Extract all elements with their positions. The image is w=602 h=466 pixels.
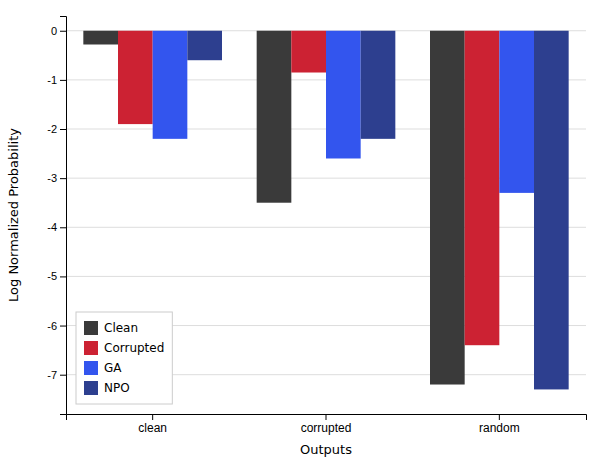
bar bbox=[153, 31, 188, 139]
y-axis: 0 -1 -2 -3 -4 -5 -6 -7 bbox=[47, 17, 66, 415]
tick-mark bbox=[60, 178, 66, 179]
legend-item: GA bbox=[84, 361, 122, 375]
legend-label: NPO bbox=[104, 381, 130, 395]
legend: Clean Corrupted GA NPO bbox=[76, 312, 172, 404]
bar-series bbox=[187, 31, 568, 390]
bar bbox=[291, 31, 326, 73]
tick-label: random bbox=[479, 421, 520, 435]
tick: -4 bbox=[47, 221, 66, 233]
legend-box bbox=[76, 312, 172, 404]
tick-label: corrupted bbox=[301, 421, 352, 435]
legend-item: Clean bbox=[84, 321, 138, 335]
legend-swatch bbox=[84, 321, 98, 335]
tick: random bbox=[479, 414, 520, 435]
tick-mark bbox=[60, 31, 66, 32]
legend-item: Corrupted bbox=[84, 341, 164, 355]
tick-mark bbox=[60, 129, 66, 130]
tick: -6 bbox=[47, 320, 66, 332]
tick-label: -1 bbox=[47, 74, 57, 86]
plot: 0 -1 -2 -3 -4 -5 -6 -7 clean corrupted random Clean… bbox=[47, 17, 586, 435]
legend-swatch bbox=[84, 361, 98, 375]
bar-series bbox=[153, 31, 534, 193]
x-axis-title: Outputs bbox=[300, 442, 352, 457]
legend-swatch bbox=[84, 341, 98, 355]
tick-label: clean bbox=[138, 421, 167, 435]
bar bbox=[430, 31, 465, 385]
grid-line bbox=[66, 227, 586, 228]
tick-mark bbox=[60, 227, 66, 228]
tick-label: -4 bbox=[47, 221, 57, 233]
bar-series bbox=[118, 31, 499, 345]
tick-mark bbox=[326, 414, 327, 420]
axis-line bbox=[67, 415, 587, 421]
tick-label: -6 bbox=[47, 320, 57, 332]
bar bbox=[534, 31, 569, 390]
tick-label: -2 bbox=[47, 123, 57, 135]
bar bbox=[257, 31, 292, 203]
legend-swatch bbox=[84, 381, 98, 395]
grid-line bbox=[66, 276, 586, 277]
y-axis-title: Log Normalized Probability bbox=[6, 128, 21, 302]
tick: -3 bbox=[47, 172, 66, 184]
tick-mark bbox=[60, 326, 66, 327]
legend-item: NPO bbox=[84, 381, 130, 395]
bar bbox=[326, 31, 361, 159]
tick: -2 bbox=[47, 123, 66, 135]
tick-mark bbox=[60, 276, 66, 277]
bar bbox=[361, 31, 396, 139]
tick-mark bbox=[60, 375, 66, 376]
tick-label: 0 bbox=[51, 25, 57, 37]
tick: clean bbox=[138, 414, 167, 435]
legend-label: Clean bbox=[104, 321, 138, 335]
tick: -1 bbox=[47, 74, 66, 86]
tick: 0 bbox=[51, 25, 66, 37]
tick-mark bbox=[60, 80, 66, 81]
legend-label: Corrupted bbox=[104, 341, 164, 355]
tick: -7 bbox=[47, 369, 66, 381]
bar bbox=[118, 31, 153, 124]
chart: 0 -1 -2 -3 -4 -5 -6 -7 clean corrupted random Clean… bbox=[0, 0, 602, 466]
tick: -5 bbox=[47, 270, 66, 282]
legend-label: GA bbox=[104, 361, 122, 375]
bar bbox=[499, 31, 534, 193]
tick: corrupted bbox=[301, 414, 352, 435]
tick-label: -3 bbox=[47, 172, 57, 184]
tick-mark bbox=[499, 414, 500, 420]
x-axis: clean corrupted random bbox=[67, 414, 587, 435]
bar bbox=[187, 31, 222, 60]
tick-label: -5 bbox=[47, 270, 57, 282]
bar bbox=[83, 31, 118, 45]
bar bbox=[465, 31, 500, 345]
axis-line bbox=[60, 17, 67, 415]
tick-mark bbox=[152, 414, 153, 420]
tick-label: -7 bbox=[47, 369, 57, 381]
